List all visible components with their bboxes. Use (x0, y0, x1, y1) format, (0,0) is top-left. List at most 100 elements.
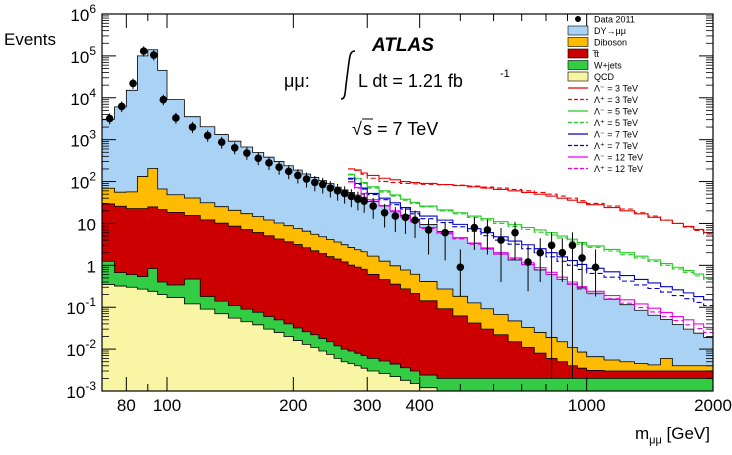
y-tick-label: 104 (70, 86, 96, 109)
signal-curve-0 (348, 168, 713, 234)
x-axis: 80 100 200 300 400 1000 2000 (101, 14, 732, 415)
legend-swatch (567, 60, 589, 70)
energy-text: s = 7 TeV (363, 119, 438, 139)
x-tick-label: 100 (153, 396, 181, 415)
x-axis-label-sub: μμ (649, 434, 662, 447)
data-point (568, 241, 577, 250)
y-tick-label: 10-3 (66, 379, 96, 402)
data-point (424, 226, 433, 234)
data-point (318, 180, 327, 189)
signal-curve-1 (348, 168, 713, 235)
data-point (139, 47, 148, 55)
signal-curve-4 (348, 177, 713, 301)
data-point (333, 187, 342, 195)
legend-label: Λ⁻ = 12 TeV (594, 153, 643, 163)
sqrt-sign: √ (352, 119, 362, 139)
y-tick-label: 1 (87, 257, 96, 276)
data-point (524, 258, 532, 266)
data-point (380, 208, 389, 217)
data-point (578, 254, 586, 262)
legend-label: DY→μμ (594, 26, 626, 36)
data-point (354, 195, 362, 203)
data-point (230, 143, 239, 152)
data-point (275, 163, 283, 172)
legend-label: Λ⁺ = 7 TeV (594, 141, 638, 151)
data-point (149, 51, 158, 59)
lumi-text: L dt = 1.21 fb (358, 71, 463, 91)
y-tick-label: 106 (70, 2, 96, 25)
data-point (188, 123, 197, 131)
data-point (129, 79, 137, 88)
data-point (591, 263, 600, 272)
legend-label: t̅t (592, 49, 599, 59)
data-point (284, 167, 293, 176)
y-tick-label: 105 (70, 44, 96, 67)
legend-label: Λ⁺ = 5 TeV (594, 118, 638, 128)
data-point (470, 223, 479, 232)
data-point (117, 102, 126, 111)
legend-label: Λ⁻ = 5 TeV (594, 107, 638, 117)
lumi-prefix: μμ: (284, 71, 310, 91)
data-point (311, 178, 319, 187)
legend-label: Data 2011 (594, 15, 635, 25)
signal-curve-7 (348, 181, 713, 333)
x-axis-label-main: m (634, 424, 650, 443)
legend-marker (575, 16, 581, 22)
legend-swatch (567, 25, 589, 36)
data-point (302, 175, 311, 183)
data-point (456, 263, 465, 272)
data-point (441, 228, 449, 237)
data-point (294, 171, 302, 180)
data-point (483, 226, 492, 234)
legend-swatch (567, 71, 589, 82)
data-point (369, 202, 378, 210)
legend-swatch (567, 48, 589, 59)
data-point (172, 114, 180, 122)
annotation-block: ATLAS μμ: L dt = 1.21 fb -1 √ s = 7 TeV (284, 35, 510, 139)
y-tick-label: 10-1 (66, 295, 96, 318)
x-tick-label: 400 (405, 396, 433, 415)
x-tick-label: 2000 (694, 396, 732, 415)
legend-label: QCD (594, 72, 615, 82)
legend-swatch (567, 37, 589, 47)
legend-label: Λ⁺ = 12 TeV (594, 164, 643, 174)
data-point (511, 228, 519, 237)
y-tick-label: 103 (70, 128, 96, 151)
data-point (326, 184, 335, 192)
y-axis-label: Events (4, 30, 56, 49)
data-point (203, 131, 212, 140)
data-point (547, 241, 556, 250)
signal-curve-3 (348, 174, 713, 281)
experiment-label: ATLAS (371, 35, 434, 56)
legend-label: W+jets (594, 61, 622, 71)
y-tick-label: 10 (77, 215, 96, 234)
integral-sign-icon (340, 50, 356, 100)
lumi-exponent: -1 (500, 68, 510, 80)
data-point (360, 197, 368, 205)
x-tick-label: 300 (353, 396, 381, 415)
data-point (391, 212, 400, 220)
y-tick-label: 102 (70, 170, 96, 193)
x-tick-label: 80 (117, 396, 136, 415)
x-tick-label: 200 (279, 396, 307, 415)
data-point (340, 189, 349, 198)
data-point (411, 216, 419, 224)
data-point (243, 149, 251, 157)
data-point (497, 236, 505, 244)
data-point (536, 248, 545, 257)
data-point (159, 95, 168, 104)
legend-label: Λ⁻ = 7 TeV (594, 130, 638, 140)
data-point (105, 114, 114, 123)
legend-label: Diboson (594, 38, 627, 48)
data-points (105, 46, 600, 379)
y-tick-label: 10-2 (66, 337, 96, 360)
legend-label: Λ⁻ = 3 TeV (594, 84, 638, 94)
x-axis-label: mμμ [GeV] (635, 424, 710, 446)
data-point (347, 192, 356, 201)
plot-frame (101, 13, 714, 392)
signal-curve-2 (348, 173, 713, 279)
data-point (217, 138, 226, 147)
